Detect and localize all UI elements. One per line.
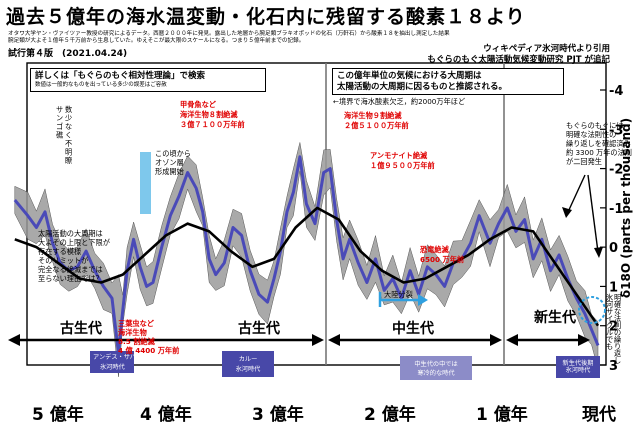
reference-line-1: ウィキペディア氷河時代より引用 bbox=[483, 44, 610, 54]
annotation-sanbuto-char: な bbox=[65, 122, 72, 131]
cycle-box: この億年単位の気候における大周期は 太陽活動の大周期に因るものと推認される。 bbox=[332, 68, 564, 96]
annotation-kosogai: 甲骨魚など海洋生物８割絶滅３億７１００万年前 bbox=[180, 100, 245, 129]
annotation-sanbuto-char: 明 bbox=[65, 148, 72, 157]
ice-ceno-box bbox=[556, 356, 600, 378]
annotation-ozone: この頃からオゾン層形成開始 bbox=[155, 149, 191, 176]
annotation-ice-char: 河 bbox=[606, 300, 613, 309]
annotation-sanbuto-char: サ bbox=[56, 105, 63, 114]
annotation-ice-char: の bbox=[614, 328, 621, 337]
page-title: 過去５億年の海水温変動・化石内に残留する酸素１８より bbox=[6, 6, 526, 28]
present-highlight bbox=[578, 296, 606, 324]
era-mesozoic: 中生代 bbox=[392, 320, 434, 337]
x-tick-label: 3 億年 bbox=[252, 404, 304, 425]
ice-meso-box bbox=[400, 356, 472, 380]
y-tick-label: 0 bbox=[609, 241, 618, 256]
annotation-ice-char: な bbox=[614, 307, 621, 316]
era-cenozoic: 新生代 bbox=[534, 309, 576, 326]
annotation-ice-char: サ bbox=[606, 307, 613, 316]
ice-andes-label-2: 氷河時代 bbox=[100, 363, 126, 371]
ice-ceno-label: 新生代後期氷河時代 bbox=[563, 359, 594, 374]
annotation-left-note: 太陽活動の大周期は大よその上限と下限が存在する模様そのリミットが完全なる絶滅まで… bbox=[38, 229, 110, 283]
x-tick-label: 4 億年 bbox=[140, 404, 192, 425]
detail-box-text: 詳しくは「もぐらのもぐ相対性理論」で検索 bbox=[35, 71, 206, 81]
annotation-sanbuto-char: ゴ bbox=[56, 122, 63, 131]
y-tick-label: 3 bbox=[609, 359, 618, 374]
x-tick-label: 1 億年 bbox=[476, 404, 528, 425]
ice-andes-label: アンデス・サハラ bbox=[93, 353, 142, 361]
y-tick-label: -2 bbox=[609, 163, 623, 178]
annotation-ammonite: アンモナイト絶滅１億９５００万年前 bbox=[370, 151, 435, 170]
annotation-sanbuto-char: く bbox=[65, 131, 72, 140]
annotation-ice-char: で bbox=[606, 335, 613, 344]
annotation-ice-char: 氷 bbox=[606, 293, 613, 302]
era-paleozoic-left: 古生代 bbox=[60, 320, 102, 337]
annotation-ice-char: 則 bbox=[614, 321, 621, 330]
annotation-ice-char: り bbox=[614, 342, 621, 351]
subtitle-line-1: オタワ大学ヤン・ヴァイツァー教授の研究によるデータ。西暦２０００年に発見。露出し… bbox=[8, 31, 450, 37]
annotation-drift: 大陸分裂 bbox=[384, 290, 413, 299]
annotation-dinosaur: 恐竜絶滅 6500 万年前 bbox=[420, 245, 464, 264]
annotation-sanbuto-char: 数 bbox=[65, 105, 72, 114]
x-tick-label: 現代 bbox=[582, 404, 616, 425]
annotation-permian: 海洋生物９割絶滅２億５１００万年前 bbox=[344, 111, 409, 130]
annotation-ice-char: 明 bbox=[614, 293, 621, 302]
annotation-ice-char: し bbox=[614, 356, 621, 365]
y-tick-label: -3 bbox=[609, 123, 623, 138]
annotation-ice-char: 返 bbox=[614, 349, 621, 358]
detail-box-subtext: 数値は一般的なものを出っている多少の誤差はご容赦 bbox=[35, 81, 167, 88]
annotation-sanbuto-char: ン bbox=[56, 114, 63, 123]
solar-cycle-line bbox=[14, 206, 600, 327]
ice-meso-label: 中生代の中では寒冷的な時代 bbox=[414, 360, 457, 377]
x-tick-label: 2 億年 bbox=[364, 404, 416, 425]
annotation-trilobite: 三葉虫など海洋生物 8.5 割絶滅 4 億 4400 万年前 bbox=[118, 319, 179, 355]
ice-karoo-label: カルー氷河時代 bbox=[236, 356, 262, 373]
y-tick-label: 2 bbox=[609, 320, 618, 335]
annotation-sanbuto-char: 瞭 bbox=[65, 156, 72, 165]
annotation-ice-char: 確 bbox=[614, 300, 621, 309]
era-paleozoic-right: 古生代 bbox=[238, 320, 280, 337]
y-axis-label: δ18O (parts per thousand) bbox=[619, 118, 633, 298]
y-tick-label: -4 bbox=[609, 84, 623, 99]
ozone-marker bbox=[140, 152, 151, 214]
annotation-ice-char: イ bbox=[606, 314, 613, 323]
annotation-sanbuto-char: 礁 bbox=[56, 131, 63, 140]
y-tick-label: 1 bbox=[609, 280, 618, 295]
version-label: 試行第４版 (2021.04.24) bbox=[8, 49, 128, 59]
annotation-ice-char: ル bbox=[606, 328, 613, 337]
annotation-sanbuto-char: 少 bbox=[65, 114, 72, 123]
detail-box: 詳しくは「もぐらのもぐ相対性理論」で検索 数値は一般的なものを出っている多少の誤… bbox=[30, 68, 266, 92]
annotation-pangea: ←境界で海水酸素欠乏，約2000万年ほど bbox=[333, 97, 465, 106]
y-tick-label: -1 bbox=[609, 202, 623, 217]
annotation-right-note: もぐらのもぐには明確な法則性の繰り返しを確認済み約 3300 万年の法則が二回発… bbox=[566, 121, 632, 166]
o18-series-line bbox=[13, 155, 600, 355]
annotation-ice-char: 繰 bbox=[614, 335, 621, 344]
subtitle-line-2: 腕足類が大よそ１億年５千万前から生息していた。ゆえそこが最大限のスケールになる。… bbox=[8, 38, 305, 44]
annotation-ice-char: も bbox=[606, 342, 613, 351]
annotation-ice-char: ク bbox=[606, 321, 613, 330]
reference-line-2: もぐらのもぐ太陽活動気候変動研究 PJT が追記 bbox=[427, 55, 610, 65]
ice-andes-box bbox=[90, 351, 134, 373]
annotation-ice-char: 法 bbox=[614, 314, 621, 323]
x-tick-label: 5 億年 bbox=[32, 404, 84, 425]
annotation-sanbuto-char: 不 bbox=[65, 139, 72, 148]
ice-karoo-box bbox=[222, 351, 274, 377]
era-bar bbox=[8, 334, 590, 346]
